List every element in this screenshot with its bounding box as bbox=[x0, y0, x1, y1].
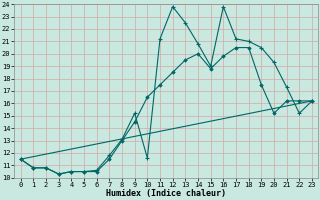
X-axis label: Humidex (Indice chaleur): Humidex (Indice chaleur) bbox=[106, 189, 226, 198]
